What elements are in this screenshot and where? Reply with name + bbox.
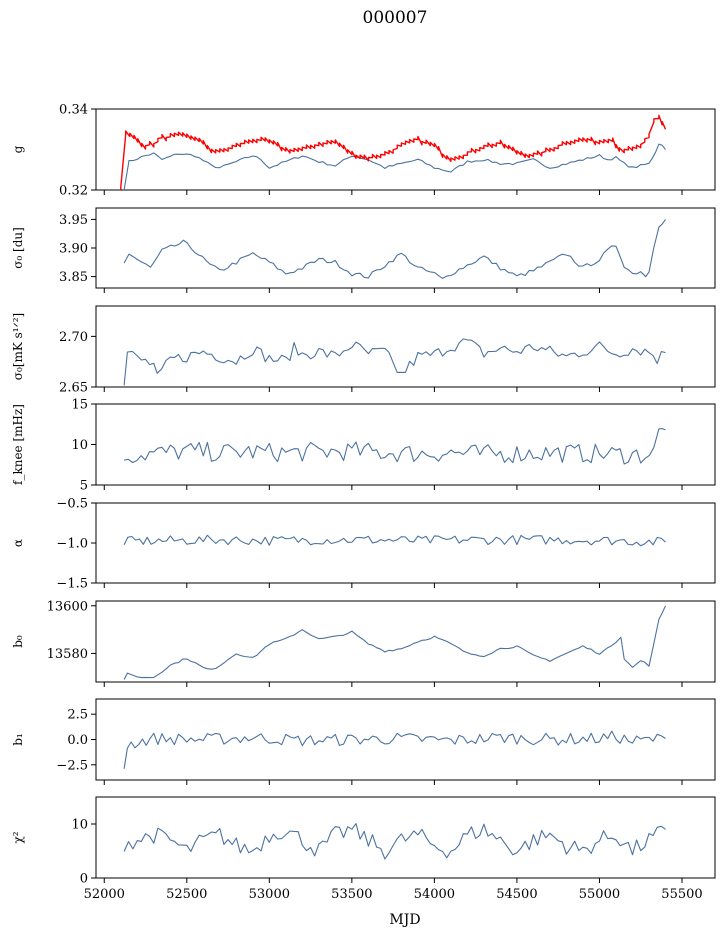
series-line-1 [123,143,666,191]
subplot-g: 0.32 0.34 g [11,103,716,199]
subplot-b0: 13580 13600 b₀ [11,599,716,687]
x-tick-label: 55500 [661,887,702,902]
y-tick-label: 0.0 [67,733,88,748]
y-tick-label: 3.90 [59,242,88,257]
y-tick-label: −1.0 [56,537,88,552]
x-tick-label: 53000 [249,887,290,902]
series-line-1 [123,605,666,680]
series-line-1 [123,428,666,465]
y-axis-label: σ₀[mK s¹ᐟ²] [11,313,25,380]
axes-frame [95,207,716,289]
y-tick-label: −0.5 [56,497,88,512]
y-axis-label: f_knee [mHz] [11,404,25,485]
y-tick-label: 2.5 [67,708,88,723]
series-line-1 [123,823,666,860]
series-line-1 [123,338,666,386]
figure-suptitle: 000007 [363,8,428,28]
y-tick-label: 3.85 [59,270,88,285]
y-axis-label: α [11,539,25,547]
y-axis-label: g [11,145,25,153]
y-tick-label: 0.34 [59,103,88,118]
y-axis-label: b₀ [11,635,25,648]
subplot-sigma0_mK: 2.65 2.70 σ₀[mK s¹ᐟ²] [11,305,716,396]
y-tick-label: 0 [80,872,88,887]
subplot-alpha: −1.5 −1.0 −0.5 α [11,497,716,592]
y-axis-label: b₁ [11,733,25,746]
x-tick-label: 53500 [331,887,372,902]
y-tick-label: 10 [71,438,88,453]
y-tick-label: 13580 [47,647,88,662]
axes-frame [95,305,716,388]
y-tick-label: −1.5 [56,577,88,592]
y-tick-label: 0.32 [59,184,88,199]
y-axis-label: χ² [11,831,25,843]
x-tick-label: 54000 [414,887,455,902]
x-tick-label: 52000 [84,887,125,902]
axes-frame [95,108,716,191]
y-tick-label: 13600 [47,599,88,614]
subplot-sigma0_du: 3.85 3.90 3.95 σ₀ [du] [11,207,716,293]
x-tick-label: 52500 [166,887,207,902]
series-line-1 [123,534,666,547]
series-line-1 [123,730,666,769]
y-tick-label: −2.5 [56,758,88,773]
axes-frame [95,796,716,879]
y-tick-label: 3.95 [59,213,88,228]
x-axis-label: MJD [389,912,420,928]
axes-frame [95,600,716,683]
x-tick-label: 55000 [579,887,620,902]
subplot-chi2: 0 10 52000 52500 53000 53500 54000 54500 55000 55… [11,796,716,902]
subplot-stack: 0.32 0.34 g 3.85 3.90 3.95 σ₀ [du] 2.65 2.70 σ₀[m… [11,103,716,902]
y-tick-label: 5 [80,479,88,494]
y-tick-label: 2.65 [59,381,88,396]
y-tick-label: 10 [71,818,88,833]
axes-frame [95,502,716,584]
subplot-b1: −2.5 0.0 2.5 b₁ [11,698,716,785]
subplot-fknee: 5 10 15 f_knee [mHz] [11,398,716,494]
y-tick-label: 2.70 [59,330,88,345]
axes-frame [95,403,716,486]
series-line-2 [120,114,667,190]
y-tick-label: 15 [71,398,88,413]
series-line-1 [123,219,666,279]
x-tick-label: 54500 [496,887,537,902]
y-axis-label: σ₀ [du] [11,227,25,269]
